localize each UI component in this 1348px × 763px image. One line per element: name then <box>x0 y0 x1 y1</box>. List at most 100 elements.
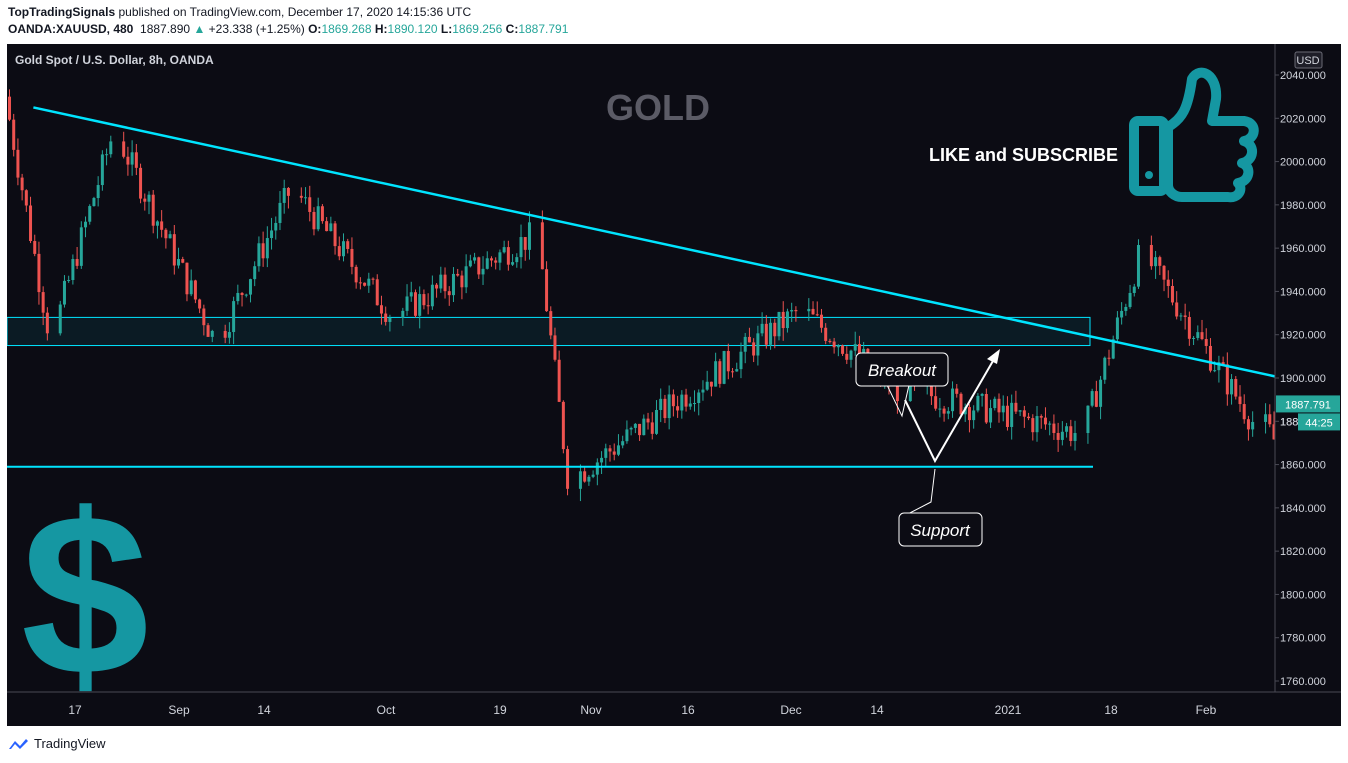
candle-body <box>1056 432 1060 440</box>
candle-body <box>92 198 96 207</box>
tradingview-cloud-icon <box>9 738 28 749</box>
candle-body <box>320 206 324 222</box>
candle-body <box>976 395 980 411</box>
candle-body <box>929 383 933 397</box>
candle-body <box>41 292 45 313</box>
publisher-name[interactable]: TopTradingSignals <box>8 5 116 19</box>
close-value: 1887.791 <box>518 22 569 36</box>
currency-badge[interactable] <box>1294 51 1323 69</box>
candle-body <box>430 284 434 307</box>
candle-body <box>667 394 671 419</box>
candle-body <box>168 234 172 239</box>
candle-body <box>1225 364 1229 395</box>
candle-body <box>828 340 832 342</box>
candle-body <box>422 294 426 306</box>
x-tick-label: 19 <box>493 703 507 717</box>
candle-body <box>498 252 502 263</box>
high-label: H: <box>374 22 388 36</box>
resistance-zone[interactable] <box>7 316 1091 347</box>
up-arrow-icon: ▲ <box>193 22 206 36</box>
open-label: O: <box>308 22 322 36</box>
candle-body <box>363 282 367 286</box>
thumbs-up-icon[interactable] <box>1129 67 1259 203</box>
candle-body <box>202 308 206 326</box>
candle-body <box>198 299 202 309</box>
candle-body <box>654 409 658 434</box>
x-tick-label: Nov <box>580 703 601 717</box>
candle-body <box>439 274 443 289</box>
tradingview-brand: TradingView <box>34 736 106 751</box>
chart-svg[interactable]: GOLD Breakout Support LIKE and SUBSCRIBE $… <box>7 44 1341 726</box>
candle-body <box>946 411 950 414</box>
candle-body <box>934 396 938 409</box>
candle-body <box>1187 316 1191 339</box>
candle-body <box>193 280 197 300</box>
candle-body <box>1175 302 1179 317</box>
candle-body <box>1048 423 1052 425</box>
publisher-line: TopTradingSignals published on TradingVi… <box>8 5 471 19</box>
candle-body <box>1099 379 1103 407</box>
candle-body <box>151 194 155 226</box>
candle-body <box>265 238 269 259</box>
candle-body <box>989 408 993 423</box>
candle-body <box>1149 245 1153 267</box>
candle-body <box>477 257 481 275</box>
candle-body <box>62 280 66 305</box>
candle-body <box>447 291 451 296</box>
candle-body <box>519 237 523 258</box>
candle-body <box>1251 421 1255 430</box>
candle-body <box>638 423 642 436</box>
candle-body <box>443 274 447 292</box>
price-axis[interactable] <box>1275 44 1341 726</box>
candle-body <box>248 279 252 295</box>
time-axis[interactable] <box>7 692 1341 726</box>
candle-body <box>663 398 667 419</box>
candle-body <box>819 314 823 328</box>
candle-body <box>646 418 650 423</box>
candle-body <box>143 198 147 202</box>
candle-body <box>527 222 531 250</box>
candle-body <box>1128 292 1132 307</box>
candle-body <box>1234 379 1238 397</box>
candle-body <box>210 330 214 337</box>
candle-body <box>1183 315 1187 317</box>
trendline[interactable] <box>33 106 1341 525</box>
candle-body <box>841 345 845 354</box>
candle-body <box>329 223 333 232</box>
candle-body <box>671 394 675 407</box>
candle-body <box>160 221 164 230</box>
candle-body <box>515 257 519 263</box>
candle-body <box>781 311 785 329</box>
candle-body <box>743 336 747 352</box>
candle-body <box>481 268 485 275</box>
price-tag[interactable] <box>1276 395 1340 413</box>
y-tick-label: 1860.000 <box>1280 460 1326 472</box>
candle-body <box>625 429 629 442</box>
chart-area[interactable]: GOLD Breakout Support LIKE and SUBSCRIBE $… <box>7 44 1341 726</box>
candle-body <box>274 222 278 231</box>
candle-body <box>1200 332 1204 340</box>
projection-path <box>904 353 998 464</box>
candle-body <box>299 195 303 198</box>
breakout-callout[interactable] <box>855 352 949 387</box>
y-tick-label: 2020.000 <box>1280 113 1326 125</box>
candle-body <box>354 266 358 283</box>
candle-body <box>511 262 515 265</box>
candle-body <box>790 310 794 312</box>
support-callout[interactable] <box>898 512 983 547</box>
candle-body <box>747 336 751 343</box>
candle-body <box>1031 418 1035 433</box>
candle-body <box>1217 362 1221 371</box>
candle-body <box>164 229 168 239</box>
candle-body <box>545 269 549 312</box>
candle-body <box>84 221 88 228</box>
tradingview-logo[interactable]: TradingView <box>6 736 106 751</box>
y-tick-label: 1940.000 <box>1280 286 1326 298</box>
candle-body <box>967 407 971 421</box>
chart-legend-title: Gold Spot / U.S. Dollar, 8h, OANDA <box>15 53 214 67</box>
candle-body <box>629 427 633 430</box>
candle-body <box>984 393 988 423</box>
candle-body <box>557 359 561 402</box>
breakout-label: Breakout <box>868 361 937 380</box>
candle-body <box>997 398 1001 413</box>
